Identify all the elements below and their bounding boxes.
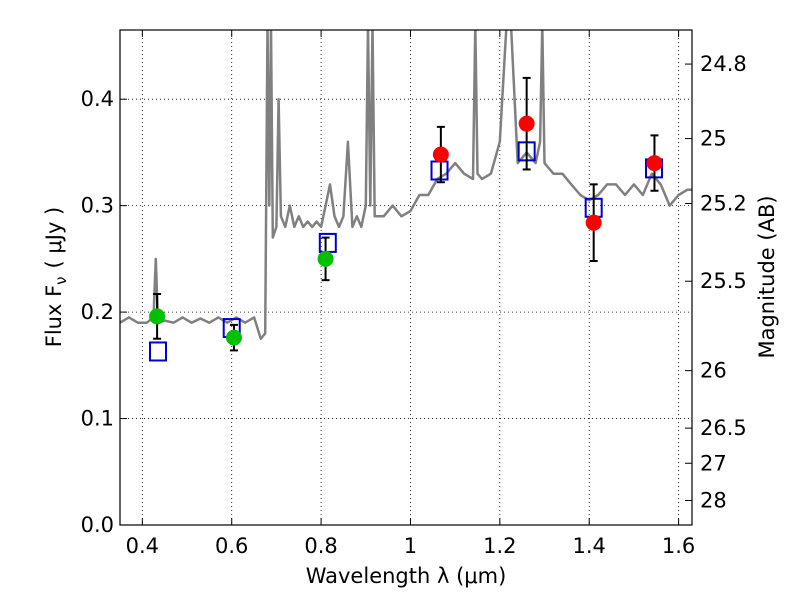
optical-data-point: [149, 308, 166, 325]
nir-data-point: [585, 214, 602, 231]
x-tick-label: 1: [404, 534, 417, 558]
nir-data-point: [646, 155, 663, 172]
x-tick-label: 1.4: [573, 534, 606, 558]
x-tick-label: 0.6: [215, 534, 248, 558]
y2-tick-label: 25.5: [700, 269, 747, 293]
y2-axis-label: Magnitude (AB): [755, 195, 779, 358]
y2-tick-label: 27: [700, 451, 727, 475]
x-tick-label: 0.8: [304, 534, 337, 558]
optical-data-point: [225, 329, 242, 346]
y2-tick-label: 26.5: [700, 416, 747, 440]
points-layer: [148, 76, 664, 362]
y-tick-label: 0.1: [81, 407, 114, 431]
x-tick-label: 1.6: [662, 534, 695, 558]
nir-data-point: [518, 115, 535, 132]
grid-layer: [120, 30, 692, 526]
x-axis-label: Wavelength λ (μm): [306, 564, 507, 588]
model-photometry-square: [148, 341, 167, 362]
plot-frame: [119, 29, 693, 526]
nir-data-point: [432, 146, 449, 163]
spectrum-layer: [120, 30, 692, 340]
optical-data-point: [317, 250, 334, 267]
y-axis-label-text: Flux F: [42, 285, 66, 347]
y2-tick-label: 26: [700, 359, 727, 383]
y2-tick-label: 24.8: [700, 52, 747, 76]
spectrum-line: [120, 30, 692, 340]
x-tick-label: 0.4: [126, 534, 159, 558]
y2-tick-label: 25.2: [700, 192, 747, 216]
y-tick-label: 0.0: [81, 513, 114, 537]
y-tick-label: 0.4: [81, 87, 114, 111]
y-axis-label-sub: ν: [52, 276, 70, 284]
y-tick-label: 0.2: [81, 300, 114, 324]
y2-tick-label: 28: [700, 489, 727, 513]
y-tick-label: 0.3: [81, 194, 114, 218]
x-tick-label: 1.2: [483, 534, 516, 558]
y-axis-label-unit: ( μJy ): [42, 207, 66, 269]
y-axis-label: Flux Fν ( μJy ): [42, 207, 70, 348]
y2-tick-label: 25: [700, 127, 727, 151]
ticks-layer: 0.4 0.6 0.8 1 1.2 1.4 1.6 0.0 0.1 0.2 0.3 0.4 24.8 25…: [81, 30, 747, 558]
